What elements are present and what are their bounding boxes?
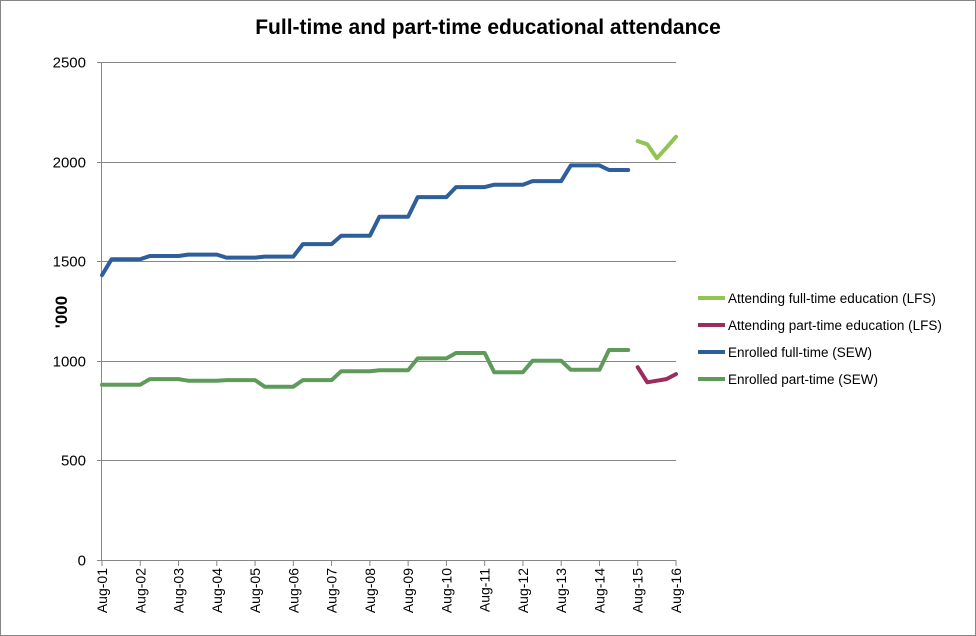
x-tick-label: Aug-03	[171, 568, 187, 613]
x-tick-label: Aug-12	[515, 568, 531, 613]
legend-label: Attending full-time education (LFS)	[728, 291, 936, 306]
x-tick-label: Aug-05	[247, 568, 263, 613]
x-tick-label: Aug-07	[324, 568, 340, 613]
legend-label: Attending part-time education (LFS)	[728, 318, 942, 333]
x-tick-label: Aug-13	[553, 568, 569, 613]
y-tick-label: 0	[78, 553, 86, 570]
series-line-0	[635, 134, 678, 161]
series-line-2	[100, 163, 631, 278]
x-tick-label: Aug-09	[400, 568, 416, 613]
x-tick-label: Aug-04	[209, 568, 225, 613]
x-tick-label: Aug-06	[285, 568, 301, 613]
series-line-3	[100, 348, 631, 389]
x-tick-label: Aug-14	[591, 568, 607, 613]
chart-title: Full-time and part-time educational atte…	[255, 16, 721, 39]
x-tick-label: Aug-11	[477, 568, 493, 612]
series-line-1	[635, 365, 678, 385]
x-tick-label: Aug-02	[132, 568, 148, 613]
legend-label: Enrolled part-time (SEW)	[728, 372, 878, 387]
y-axis-label: '000	[52, 296, 71, 328]
x-tick-label: Aug-08	[362, 568, 378, 613]
x-tick-label: Aug-15	[630, 568, 646, 613]
y-tick-label: 1500	[53, 254, 86, 271]
x-tick-label: Aug-10	[438, 568, 454, 613]
x-tick-label: Aug-01	[94, 568, 110, 613]
legend-label: Enrolled full-time (SEW)	[728, 345, 872, 360]
y-tick-label: 500	[61, 453, 86, 470]
x-tick-label: Aug-16	[668, 568, 684, 613]
y-tick-label: 2500	[53, 55, 86, 72]
y-tick-label: 2000	[53, 155, 86, 172]
y-tick-label: 1000	[53, 354, 86, 371]
